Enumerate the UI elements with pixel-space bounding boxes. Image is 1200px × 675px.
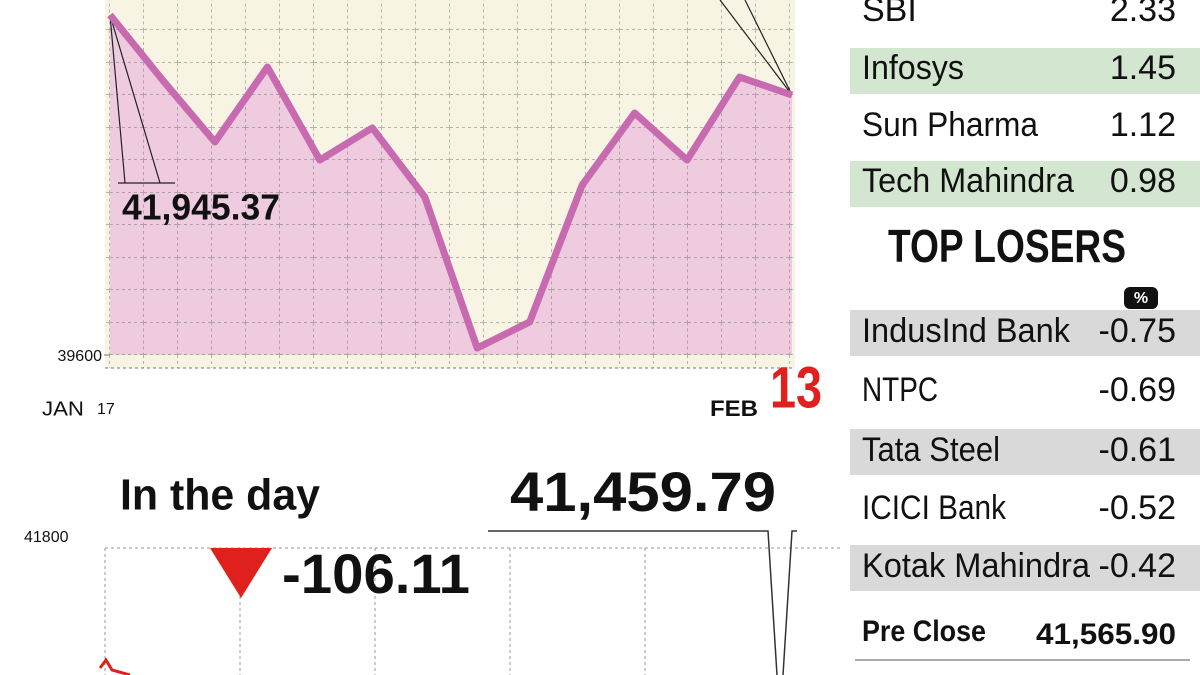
stock-change: 1.45 bbox=[1110, 49, 1176, 87]
stock-change: -0.61 bbox=[1099, 431, 1177, 469]
x-tick-label: FEB bbox=[710, 396, 758, 421]
unit: % bbox=[1134, 290, 1148, 307]
pre-close-value: 41,565.90 bbox=[1036, 618, 1176, 651]
x-tick-label: JAN bbox=[42, 398, 84, 420]
stock-change: -0.75 bbox=[1099, 312, 1177, 350]
chart-title: In the day bbox=[120, 471, 321, 520]
down-arrow bbox=[210, 548, 272, 598]
stock-name: Infosys bbox=[862, 49, 964, 87]
stock-change: -0.42 bbox=[1099, 547, 1177, 585]
intraday-line bbox=[98, 657, 131, 675]
y-tick-label: 39600 bbox=[58, 348, 103, 365]
stock-name: IndusInd Bank bbox=[862, 312, 1071, 350]
line bbox=[107, 12, 794, 352]
annotation: 41,945.37 bbox=[122, 187, 280, 228]
stock-name: NTPC bbox=[862, 371, 938, 409]
stock-change: -0.52 bbox=[1099, 489, 1177, 527]
change-value: -106.11 bbox=[282, 542, 470, 605]
row-background bbox=[850, 48, 1200, 94]
annotation-leader bbox=[109, 14, 175, 184]
stock-change: -0.69 bbox=[1099, 371, 1177, 409]
line-layer bbox=[107, 12, 794, 352]
x-tick-label: 17 bbox=[97, 401, 115, 418]
stock-name: Sun Pharma bbox=[862, 106, 1038, 144]
row-background bbox=[850, 161, 1200, 207]
y-tick-label: 41800 bbox=[24, 529, 69, 546]
stock-name: SBI bbox=[862, 0, 917, 29]
stock-name: Tech Mahindra bbox=[862, 162, 1074, 200]
unit-badge bbox=[1124, 287, 1158, 309]
row-background bbox=[850, 429, 1200, 475]
grid bbox=[105, 0, 795, 368]
x-tick-label: 13 bbox=[770, 355, 822, 420]
stock-change: 1.12 bbox=[1110, 106, 1176, 144]
stock-name: Kotak Mahindra bbox=[862, 547, 1090, 585]
pre-close-label: Pre Close bbox=[862, 615, 986, 648]
close-value: 41,459.79 bbox=[510, 460, 776, 523]
row-background bbox=[850, 310, 1200, 356]
intraday-line bbox=[488, 530, 797, 675]
stock-name: Tata Steel bbox=[862, 431, 1000, 469]
stock-change: 0.98 bbox=[1110, 162, 1176, 200]
stock-change: 2.33 bbox=[1110, 0, 1176, 29]
row-background bbox=[850, 545, 1200, 591]
annotation-leader bbox=[719, 0, 793, 96]
intraday-grid bbox=[104, 547, 840, 675]
section-title: TOP LOSERS bbox=[888, 220, 1126, 272]
stock-name: ICICI Bank bbox=[862, 489, 1007, 527]
